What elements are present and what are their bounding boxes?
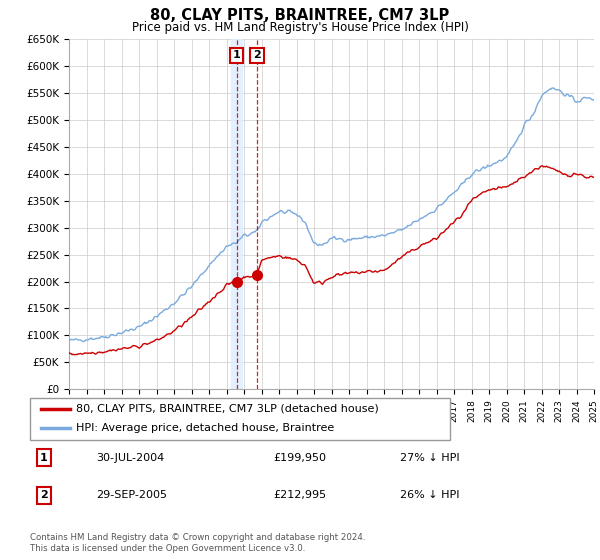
Text: 1: 1 xyxy=(40,452,47,463)
Text: Contains HM Land Registry data © Crown copyright and database right 2024.: Contains HM Land Registry data © Crown c… xyxy=(30,533,365,542)
Text: 29-SEP-2005: 29-SEP-2005 xyxy=(96,491,167,500)
Text: 80, CLAY PITS, BRAINTREE, CM7 3LP (detached house): 80, CLAY PITS, BRAINTREE, CM7 3LP (detac… xyxy=(76,404,379,414)
Bar xyxy=(232,39,242,389)
Text: 2: 2 xyxy=(40,491,47,500)
Text: 1: 1 xyxy=(233,50,241,60)
Text: 27% ↓ HPI: 27% ↓ HPI xyxy=(400,452,460,463)
Text: This data is licensed under the Open Government Licence v3.0.: This data is licensed under the Open Gov… xyxy=(30,544,305,553)
Text: 80, CLAY PITS, BRAINTREE, CM7 3LP: 80, CLAY PITS, BRAINTREE, CM7 3LP xyxy=(151,8,449,24)
Text: 26% ↓ HPI: 26% ↓ HPI xyxy=(400,491,460,500)
Text: Price paid vs. HM Land Registry's House Price Index (HPI): Price paid vs. HM Land Registry's House … xyxy=(131,21,469,34)
Text: £199,950: £199,950 xyxy=(273,452,326,463)
FancyBboxPatch shape xyxy=(30,398,450,440)
Text: HPI: Average price, detached house, Braintree: HPI: Average price, detached house, Brai… xyxy=(76,423,334,433)
Text: 30-JUL-2004: 30-JUL-2004 xyxy=(96,452,164,463)
Text: 2: 2 xyxy=(253,50,261,60)
Text: £212,995: £212,995 xyxy=(273,491,326,500)
